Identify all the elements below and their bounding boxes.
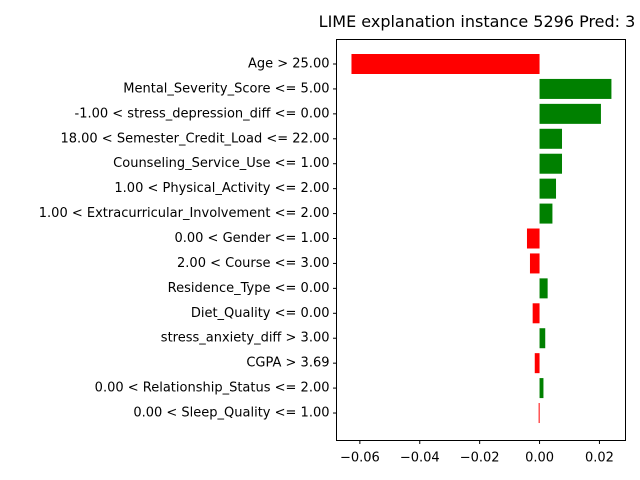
bar xyxy=(534,353,540,374)
y-tick-label: 0.00 < Gender <= 1.00 xyxy=(174,231,329,246)
x-ticks: −0.06 −0.04 −0.02 0.00 0.02 xyxy=(340,440,614,466)
y-tick-label: CGPA > 3.69 xyxy=(246,356,329,371)
bar xyxy=(539,203,553,224)
y-tick-label: 18.00 < Semester_Credit_Load <= 22.00 xyxy=(60,131,329,146)
y-tick-label: Age > 25.00 xyxy=(248,57,330,72)
bar xyxy=(532,303,540,324)
chart-title: LIME explanation instance 5296 Pred: 3 xyxy=(319,12,636,31)
x-tick-label: 0.02 xyxy=(585,451,614,466)
y-tick-label: 2.00 < Course <= 3.00 xyxy=(177,256,329,271)
y-tick-label: Diet_Quality <= 0.00 xyxy=(191,306,330,321)
y-tick-label: Counseling_Service_Use <= 1.00 xyxy=(113,156,329,171)
x-tick-label: −0.04 xyxy=(400,451,440,466)
bar xyxy=(529,253,540,274)
plot-frame xyxy=(336,39,626,441)
bar xyxy=(351,54,540,74)
y-tick-label: 1.00 < Extracurricular_Involvement <= 2.… xyxy=(39,206,330,221)
x-tick-label: 0.00 xyxy=(525,451,554,466)
x-tick-label: −0.06 xyxy=(340,451,380,466)
bar xyxy=(539,103,601,124)
bar xyxy=(539,128,563,149)
bar xyxy=(539,278,548,299)
bar xyxy=(539,328,546,349)
y-tick-label: -1.00 < stress_depression_diff <= 0.00 xyxy=(75,106,330,121)
y-tick-label: 1.00 < Physical_Activity <= 2.00 xyxy=(114,181,329,196)
bars-group xyxy=(351,54,612,424)
bar xyxy=(538,403,540,424)
bar xyxy=(539,153,563,174)
y-tick-labels: Age > 25.00 Mental_Severity_Score <= 5.00… xyxy=(39,57,337,421)
y-tick-label: 0.00 < Sleep_Quality <= 1.00 xyxy=(133,406,329,421)
bar xyxy=(539,378,544,399)
y-tick-label: stress_anxiety_diff > 3.00 xyxy=(161,331,330,346)
bar xyxy=(526,228,540,249)
y-tick-label: Residence_Type <= 0.00 xyxy=(168,281,330,296)
bar xyxy=(539,78,612,99)
bar xyxy=(539,178,557,199)
y-tick-label: 0.00 < Relationship_Status <= 2.00 xyxy=(95,381,330,396)
y-tick-label: Mental_Severity_Score <= 5.00 xyxy=(123,81,329,96)
x-tick-label: −0.02 xyxy=(460,451,500,466)
